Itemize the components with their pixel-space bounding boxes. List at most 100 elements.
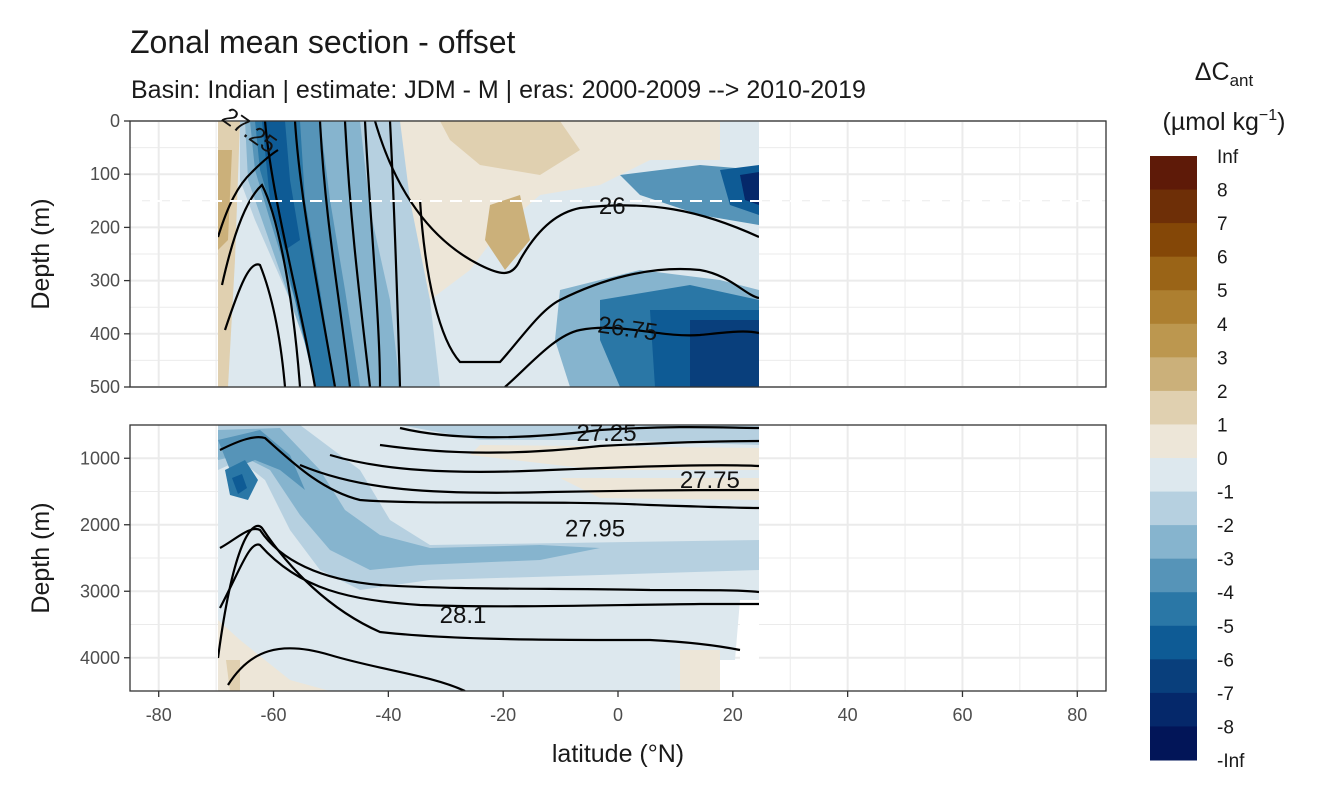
field-negative-east-7 <box>740 172 759 205</box>
upper-contour-6 <box>318 121 352 387</box>
x-tick-label: 40 <box>838 705 858 725</box>
upper-contour-26 <box>373 121 759 275</box>
field-lower-pos-2 <box>560 478 759 500</box>
legend-label: -4 <box>1217 583 1234 604</box>
lower-contour-281 <box>218 524 741 659</box>
lower-panel: 1000 2000 3000 4000 27.25 27.75 27.95 28.1 <box>80 420 1107 692</box>
legend-label: 7 <box>1217 214 1228 235</box>
lower-contour-2775 <box>299 463 759 494</box>
legend-swatch <box>1150 223 1197 258</box>
x-tick-label: -20 <box>490 705 516 725</box>
upper-y-ticks: 0 100 200 300 400 500 <box>90 111 130 397</box>
legend-label: 3 <box>1217 348 1228 369</box>
lower-contour-4 <box>219 436 759 510</box>
y-tick-label: 100 <box>90 164 120 184</box>
field-positive-2 <box>440 121 580 175</box>
x-tick-label: 60 <box>952 705 972 725</box>
legend-title: ΔCant <box>1195 58 1254 90</box>
x-tick-label: 80 <box>1067 705 1087 725</box>
y-tick-label: 4000 <box>80 648 120 668</box>
legend-swatch <box>1150 189 1197 224</box>
legend-label: -8 <box>1217 717 1234 738</box>
legend-label: -7 <box>1217 684 1234 705</box>
x-tick-label: 20 <box>723 705 743 725</box>
colorbar-legend: ΔCant (µmol kg−1) Inf 8 7 6 5 4 3 2 1 0 -1 -2 -3 -4 -5… <box>1150 58 1285 772</box>
legend-swatch <box>1150 491 1197 526</box>
x-tick-label: -80 <box>146 705 172 725</box>
isopycnal-label: 27.95 <box>565 516 625 543</box>
legend-swatch <box>1150 357 1197 392</box>
isopycnal-label: 27.25 <box>576 420 636 447</box>
lower-anomaly-field <box>218 425 759 691</box>
upper-contour-9 <box>388 121 402 387</box>
y-tick-label: 300 <box>90 271 120 291</box>
y-tick-label: 200 <box>90 217 120 237</box>
field-lower-neg-band-3 <box>218 430 305 490</box>
upper-contour-8 <box>363 121 382 387</box>
legend-units: (µmol kg−1) <box>1163 107 1286 136</box>
y-tick-label: 500 <box>90 377 120 397</box>
legend-label: 4 <box>1217 315 1228 336</box>
chart-subtitle: Basin: Indian | estimate: JDM - M | eras… <box>131 76 866 104</box>
legend-swatch <box>1150 592 1197 627</box>
x-tick-label: -60 <box>261 705 287 725</box>
legend-label: -Inf <box>1217 751 1245 772</box>
lower-contour-1 <box>399 426 759 439</box>
lower-contour-labels: 27.25 27.75 27.95 28.1 <box>440 420 740 629</box>
lower-isopycnals <box>218 426 759 691</box>
isopycnal-label: 26 <box>599 193 626 220</box>
legend-swatch <box>1150 424 1197 459</box>
x-tick-label: -40 <box>375 705 401 725</box>
upper-contour-7 <box>343 121 372 387</box>
upper-isopycnals <box>218 121 759 387</box>
legend-swatch <box>1150 625 1197 660</box>
upper-contour-4 <box>263 121 317 387</box>
lower-contour-3 <box>329 453 759 473</box>
lower-contour-5 <box>219 527 759 594</box>
legend-label: 0 <box>1217 449 1228 470</box>
field-lower-neg-band-2 <box>218 428 600 570</box>
x-tick-label: 0 <box>613 705 623 725</box>
legend-label: -5 <box>1217 617 1234 638</box>
legend-label: 8 <box>1217 181 1228 202</box>
lower-missing-data-east-2 <box>720 660 740 691</box>
legend-swatch <box>1150 458 1197 493</box>
upper-contour-2675 <box>504 326 759 387</box>
lower-contour-2725 <box>379 439 759 454</box>
field-lower-neg-core-2 <box>232 474 247 494</box>
upper-contour-3 <box>223 263 287 387</box>
y-tick-label: 0 <box>110 111 120 131</box>
legend-label: -3 <box>1217 550 1234 571</box>
lower-contour-bottom <box>227 647 466 691</box>
upper-contour-1 <box>218 149 279 238</box>
isopycnal-label: 28.1 <box>440 602 487 629</box>
isopycnal-label: 27.75 <box>680 467 740 494</box>
legend-swatch <box>1150 323 1197 358</box>
legend-labels: Inf 8 7 6 5 4 3 2 1 0 -1 -2 -3 -4 -5 -6 -7 -8 -Inf <box>1217 147 1245 772</box>
y-axis-label-lower: Depth (m) <box>27 502 55 613</box>
legend-label: 2 <box>1217 382 1228 403</box>
y-tick-label: 1000 <box>80 448 120 468</box>
legend-label: -2 <box>1217 516 1234 537</box>
field-positive-3 <box>485 195 530 270</box>
legend-swatch <box>1150 659 1197 694</box>
legend-swatch <box>1150 156 1197 191</box>
upper-contour-5 <box>293 121 337 387</box>
upper-panel-border <box>129 120 1107 388</box>
legend-label: -1 <box>1217 483 1234 504</box>
y-axis-label-upper: Depth (m) <box>27 198 55 309</box>
legend-swatch <box>1150 726 1197 761</box>
legend-label: Inf <box>1217 147 1239 168</box>
legend-swatch <box>1150 256 1197 291</box>
y-tick-label: 400 <box>90 324 120 344</box>
field-negative-east-4 <box>690 320 759 387</box>
upper-contour-265 <box>418 199 759 364</box>
x-axis-label: latitude (°N) <box>552 740 684 768</box>
legend-label: 1 <box>1217 415 1228 436</box>
legend-swatch <box>1150 290 1197 325</box>
legend-swatch <box>1150 558 1197 593</box>
legend-label: 5 <box>1217 281 1228 302</box>
legend-swatch <box>1150 692 1197 727</box>
